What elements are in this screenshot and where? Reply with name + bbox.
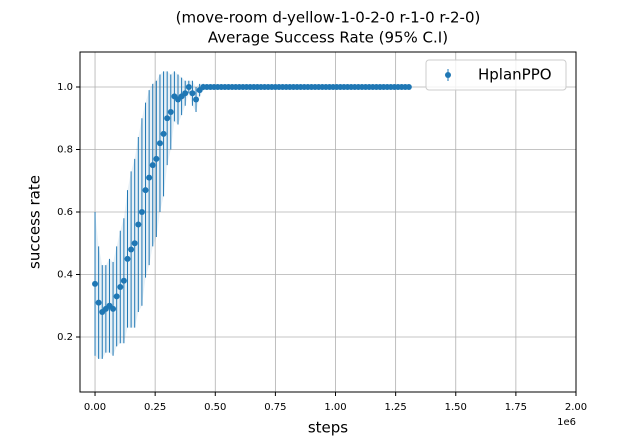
confidence-band	[95, 71, 409, 359]
data-point	[160, 130, 167, 137]
y-tick-label: 1.0	[57, 82, 73, 93]
data-point	[124, 255, 131, 262]
data-point	[189, 90, 196, 97]
data-point	[117, 284, 124, 290]
chart-title: (move-room d-yellow-1-0-2-0 r-1-0 r-2-0)	[176, 9, 481, 27]
y-tick-label: 0.8	[57, 145, 73, 156]
legend-marker	[445, 72, 451, 78]
data-point	[167, 109, 174, 115]
data-point	[164, 115, 171, 122]
data-point	[131, 240, 138, 247]
data-point	[120, 277, 127, 284]
data-point	[405, 84, 412, 90]
y-tick-label: 0.4	[57, 270, 73, 281]
data-point	[182, 90, 189, 97]
x-tick-label: 0.00	[84, 402, 106, 413]
y-tick-label: 0.2	[57, 332, 73, 343]
x-tick-label: 0.25	[144, 402, 166, 413]
chart-subtitle: Average Success Rate (95% C.I)	[208, 29, 448, 47]
data-point	[110, 305, 117, 312]
y-tick-label: 0.6	[57, 207, 73, 218]
data-point	[185, 84, 192, 90]
plot-frame	[79, 51, 577, 393]
legend-label: HplanPPO	[478, 66, 552, 84]
x-tick-label: 0.50	[204, 402, 226, 413]
data-point	[156, 140, 163, 147]
data-point	[146, 174, 153, 181]
data-point	[135, 221, 142, 228]
legend-box	[425, 59, 567, 91]
data-point	[128, 246, 135, 253]
x-tick-label: 1.00	[324, 402, 346, 413]
x-tick-label: 2.00	[565, 402, 587, 413]
x-tick-label: 0.75	[264, 402, 286, 413]
x-tick-label: 1.50	[445, 402, 467, 413]
x-offset-label: 1e6	[557, 417, 576, 428]
data-point	[95, 299, 102, 306]
x-axis-label: steps	[308, 419, 348, 437]
y-axis-label: success rate	[26, 175, 44, 269]
data-point	[142, 187, 149, 194]
data-point	[138, 209, 145, 215]
data-point	[92, 280, 99, 287]
data-point	[193, 96, 200, 103]
x-tick-label: 1.75	[505, 402, 527, 413]
x-tick-label: 1.25	[385, 402, 407, 413]
data-point	[149, 162, 156, 169]
data-point	[153, 155, 160, 162]
data-point	[113, 293, 120, 300]
